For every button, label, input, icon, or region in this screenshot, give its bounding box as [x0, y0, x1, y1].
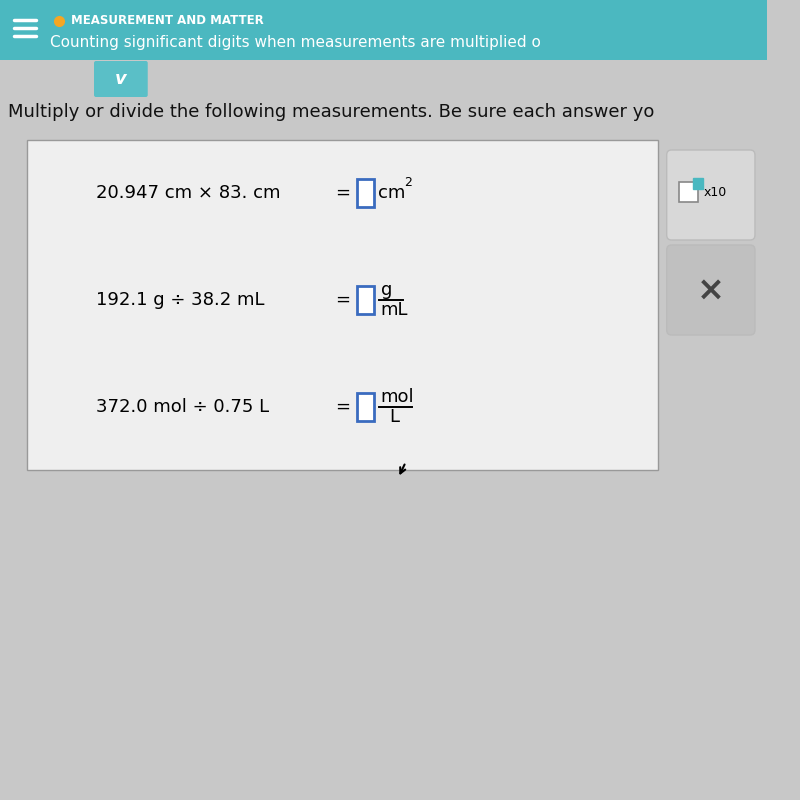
- FancyBboxPatch shape: [0, 0, 767, 60]
- Text: MEASUREMENT AND MATTER: MEASUREMENT AND MATTER: [71, 14, 264, 27]
- Text: Multiply or divide the following measurements. Be sure each answer yo: Multiply or divide the following measure…: [8, 103, 654, 121]
- FancyBboxPatch shape: [666, 245, 755, 335]
- Text: cm: cm: [378, 184, 406, 202]
- FancyBboxPatch shape: [693, 178, 703, 189]
- Text: =: =: [335, 184, 350, 202]
- Text: mL: mL: [381, 301, 408, 319]
- FancyBboxPatch shape: [357, 286, 374, 314]
- Text: 192.1 g ÷ 38.2 mL: 192.1 g ÷ 38.2 mL: [96, 291, 265, 309]
- FancyBboxPatch shape: [679, 182, 698, 202]
- Text: L: L: [390, 408, 399, 426]
- Text: x10: x10: [704, 186, 727, 199]
- Text: =: =: [335, 291, 350, 309]
- Text: g: g: [381, 281, 392, 299]
- FancyBboxPatch shape: [666, 150, 755, 240]
- FancyBboxPatch shape: [357, 179, 374, 207]
- Text: =: =: [335, 398, 350, 416]
- Text: v: v: [115, 70, 126, 88]
- Text: mol: mol: [381, 388, 414, 406]
- FancyBboxPatch shape: [27, 140, 658, 470]
- Text: 372.0 mol ÷ 0.75 L: 372.0 mol ÷ 0.75 L: [96, 398, 269, 416]
- Text: ×: ×: [697, 274, 725, 306]
- Text: Counting significant digits when measurements are multiplied o: Counting significant digits when measure…: [50, 34, 541, 50]
- Text: 2: 2: [404, 175, 412, 189]
- Text: 20.947 cm × 83. cm: 20.947 cm × 83. cm: [96, 184, 281, 202]
- FancyBboxPatch shape: [357, 393, 374, 421]
- FancyBboxPatch shape: [94, 61, 148, 97]
